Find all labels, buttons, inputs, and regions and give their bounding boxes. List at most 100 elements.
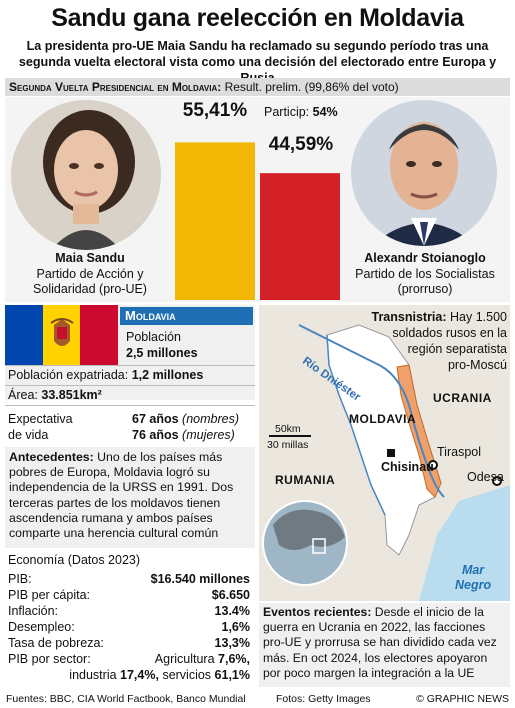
results-bar-chart [175, 142, 340, 300]
divider [5, 405, 255, 406]
city-chisinau: Chisinau [381, 460, 434, 474]
economy-row: Desempleo: 1,6% [8, 620, 250, 635]
sector-agri: Agricultura 7,6%, [155, 652, 250, 667]
events-box: Eventos recientes: Desde el inicio de la… [259, 603, 510, 687]
sandu-pct-label: 55,41% [182, 100, 248, 121]
economy-row: PIB per cápita: $6.650 [8, 588, 250, 603]
moldova-map [259, 305, 510, 601]
sector-ind-label: industria [69, 668, 117, 682]
coat-of-arms-icon [50, 318, 74, 346]
population-label: Población [126, 330, 181, 344]
background-label: Antecedentes: [9, 450, 94, 464]
economy-row-label: Inflación: [8, 604, 59, 618]
transnistria-text-3: región separatista [407, 342, 507, 356]
footer: Fuentes: BBC, CIA World Factbook, Banco … [0, 690, 515, 708]
economy-sector-row: PIB por sector: Agricultura 7,6%, [8, 652, 250, 667]
sea-label-2: Negro [455, 578, 492, 592]
transnistria-text-2: soldados rusos en la [392, 326, 507, 340]
sector-serv-label: servicios [162, 668, 212, 682]
economy-row-label: Tasa de pobreza: [8, 636, 104, 650]
divider [5, 365, 255, 366]
results-section-title: Segunda Vuelta Presidencial en Moldavia: [9, 80, 222, 94]
footer-photos: Fotos: Getty Images [276, 693, 371, 705]
romania-label: RUMANIA [275, 473, 336, 487]
expat-value: 1,2 millones [131, 368, 204, 382]
transnistria-title: Transnistria: [371, 310, 447, 324]
city-odesa: Odesa [467, 470, 504, 484]
page-title: Sandu gana reelección en Moldavia [51, 4, 464, 32]
events-text: Desde el inicio de la guerra en Ucrania … [263, 605, 497, 680]
life-m-row: 67 años (nombres) [132, 412, 239, 426]
life-m-note: (nombres) [182, 412, 240, 426]
bar-stoianoglo [260, 173, 340, 300]
economy-row: PIB: $16.540 millones [8, 572, 250, 587]
sea-label-1: Mar [461, 563, 485, 577]
transnistria-text-1: Hay 1.500 [450, 310, 507, 324]
sector-ind-serv: industria 17,4%, servicios 61,1% [69, 668, 250, 683]
bar-sandu [175, 142, 255, 300]
footer-sources: Fuentes: BBC, CIA World Factbook, Banco … [6, 693, 246, 705]
life-m-value: 67 años [132, 412, 179, 426]
ukraine-label: UCRANIA [433, 391, 492, 405]
economy-row-value: $6.650 [211, 588, 250, 602]
country-label: Moldavia [125, 308, 176, 323]
economy-row-label: PIB: [8, 572, 32, 586]
economy-row-value: 13.4% [214, 604, 250, 618]
life-f-value: 76 años [132, 428, 179, 442]
moldova-map-label: MOLDAVIA [349, 412, 417, 426]
country-badge: Moldavia [120, 307, 253, 325]
stoianoglo-portrait [351, 100, 497, 246]
economy-sector-row-2: industria 17,4%, servicios 61,1% [8, 668, 250, 683]
results-area: Maia Sandu Partido de Acción y Solidarid… [5, 97, 510, 302]
economy-row-label: Desempleo: [8, 620, 75, 634]
stoianoglo-pct-label: 44,59% [268, 134, 334, 155]
scale-km: 50km [275, 423, 301, 435]
events-label: Eventos recientes: [263, 605, 372, 619]
background-text: Uno de los países más pobres de Europa, … [9, 450, 234, 541]
area-label: Área: [8, 388, 38, 402]
dniester-river [298, 324, 445, 498]
moldova-flag [5, 305, 119, 365]
results-section-note: Result. prelim. (99,86% del voto) [224, 80, 399, 94]
economy-row-label: PIB per cápita: [8, 588, 90, 602]
city-tiraspol: Tiraspol [437, 445, 481, 459]
sector-agri-label: Agricultura [154, 652, 215, 666]
economy-row-value: $16.540 millones [150, 572, 250, 586]
area-value: 33.851km² [41, 388, 102, 402]
sea-label: Mar Negro [455, 563, 491, 593]
sector-ind-value: 17,4%, [120, 668, 159, 682]
economy-row: Tasa de pobreza: 13,3% [8, 636, 250, 651]
turnout-label: Particip: 54% [264, 105, 338, 119]
expat-label: Población expatriada: [8, 368, 129, 382]
population-value: 2,5 millones [126, 346, 198, 360]
sandu-party-line1: Partido de Acción y [36, 267, 144, 281]
sector-serv-value: 61,1% [214, 668, 250, 682]
stoianoglo-party-line2: (prorruso) [397, 282, 453, 296]
stoianoglo-party-line1: Partido de los Socialistas [355, 267, 495, 281]
life-f-row: 76 años (mujeres) [132, 428, 235, 442]
expat-row: Población expatriada: 1,2 millones [5, 368, 255, 382]
map-panel: Transnistria: Hay 1.500 soldados rusos e… [259, 305, 510, 601]
sandu-party-line2: Solidaridad (pro-UE) [33, 282, 147, 296]
sandu-portrait [11, 100, 161, 250]
black-sea-shape [419, 485, 510, 601]
footer-credit: © GRAPHIC NEWS [416, 693, 509, 705]
results-section-header: Segunda Vuelta Presidencial en Moldavia:… [5, 78, 510, 96]
turnout-value: 54% [312, 105, 338, 119]
sandu-name: Maia Sandu [55, 251, 125, 265]
economy-heading: Economía (Datos 2023) [8, 553, 141, 567]
life-f-note: (mujeres) [182, 428, 235, 442]
economy-row: Inflación: 13.4% [8, 604, 250, 619]
life-label-1: Expectativa [8, 412, 73, 426]
scale-mi: 30 millas [267, 439, 309, 451]
area-row: Área: 33.851km² [5, 388, 255, 402]
turnout-text: Particip: [264, 105, 310, 119]
economy-row-value: 1,6% [221, 620, 251, 634]
divider [5, 385, 255, 386]
economy-row-value: 13,3% [214, 636, 250, 650]
stoianoglo-name: Alexandr Stoianoglo [364, 251, 486, 265]
life-label-2: de vida [8, 428, 49, 442]
sector-label: PIB por sector: [8, 652, 91, 666]
transnistria-text-4: pro-Moscú [447, 358, 507, 372]
transnistria-label: Transnistria: Hay 1.500 soldados rusos e… [347, 309, 508, 373]
